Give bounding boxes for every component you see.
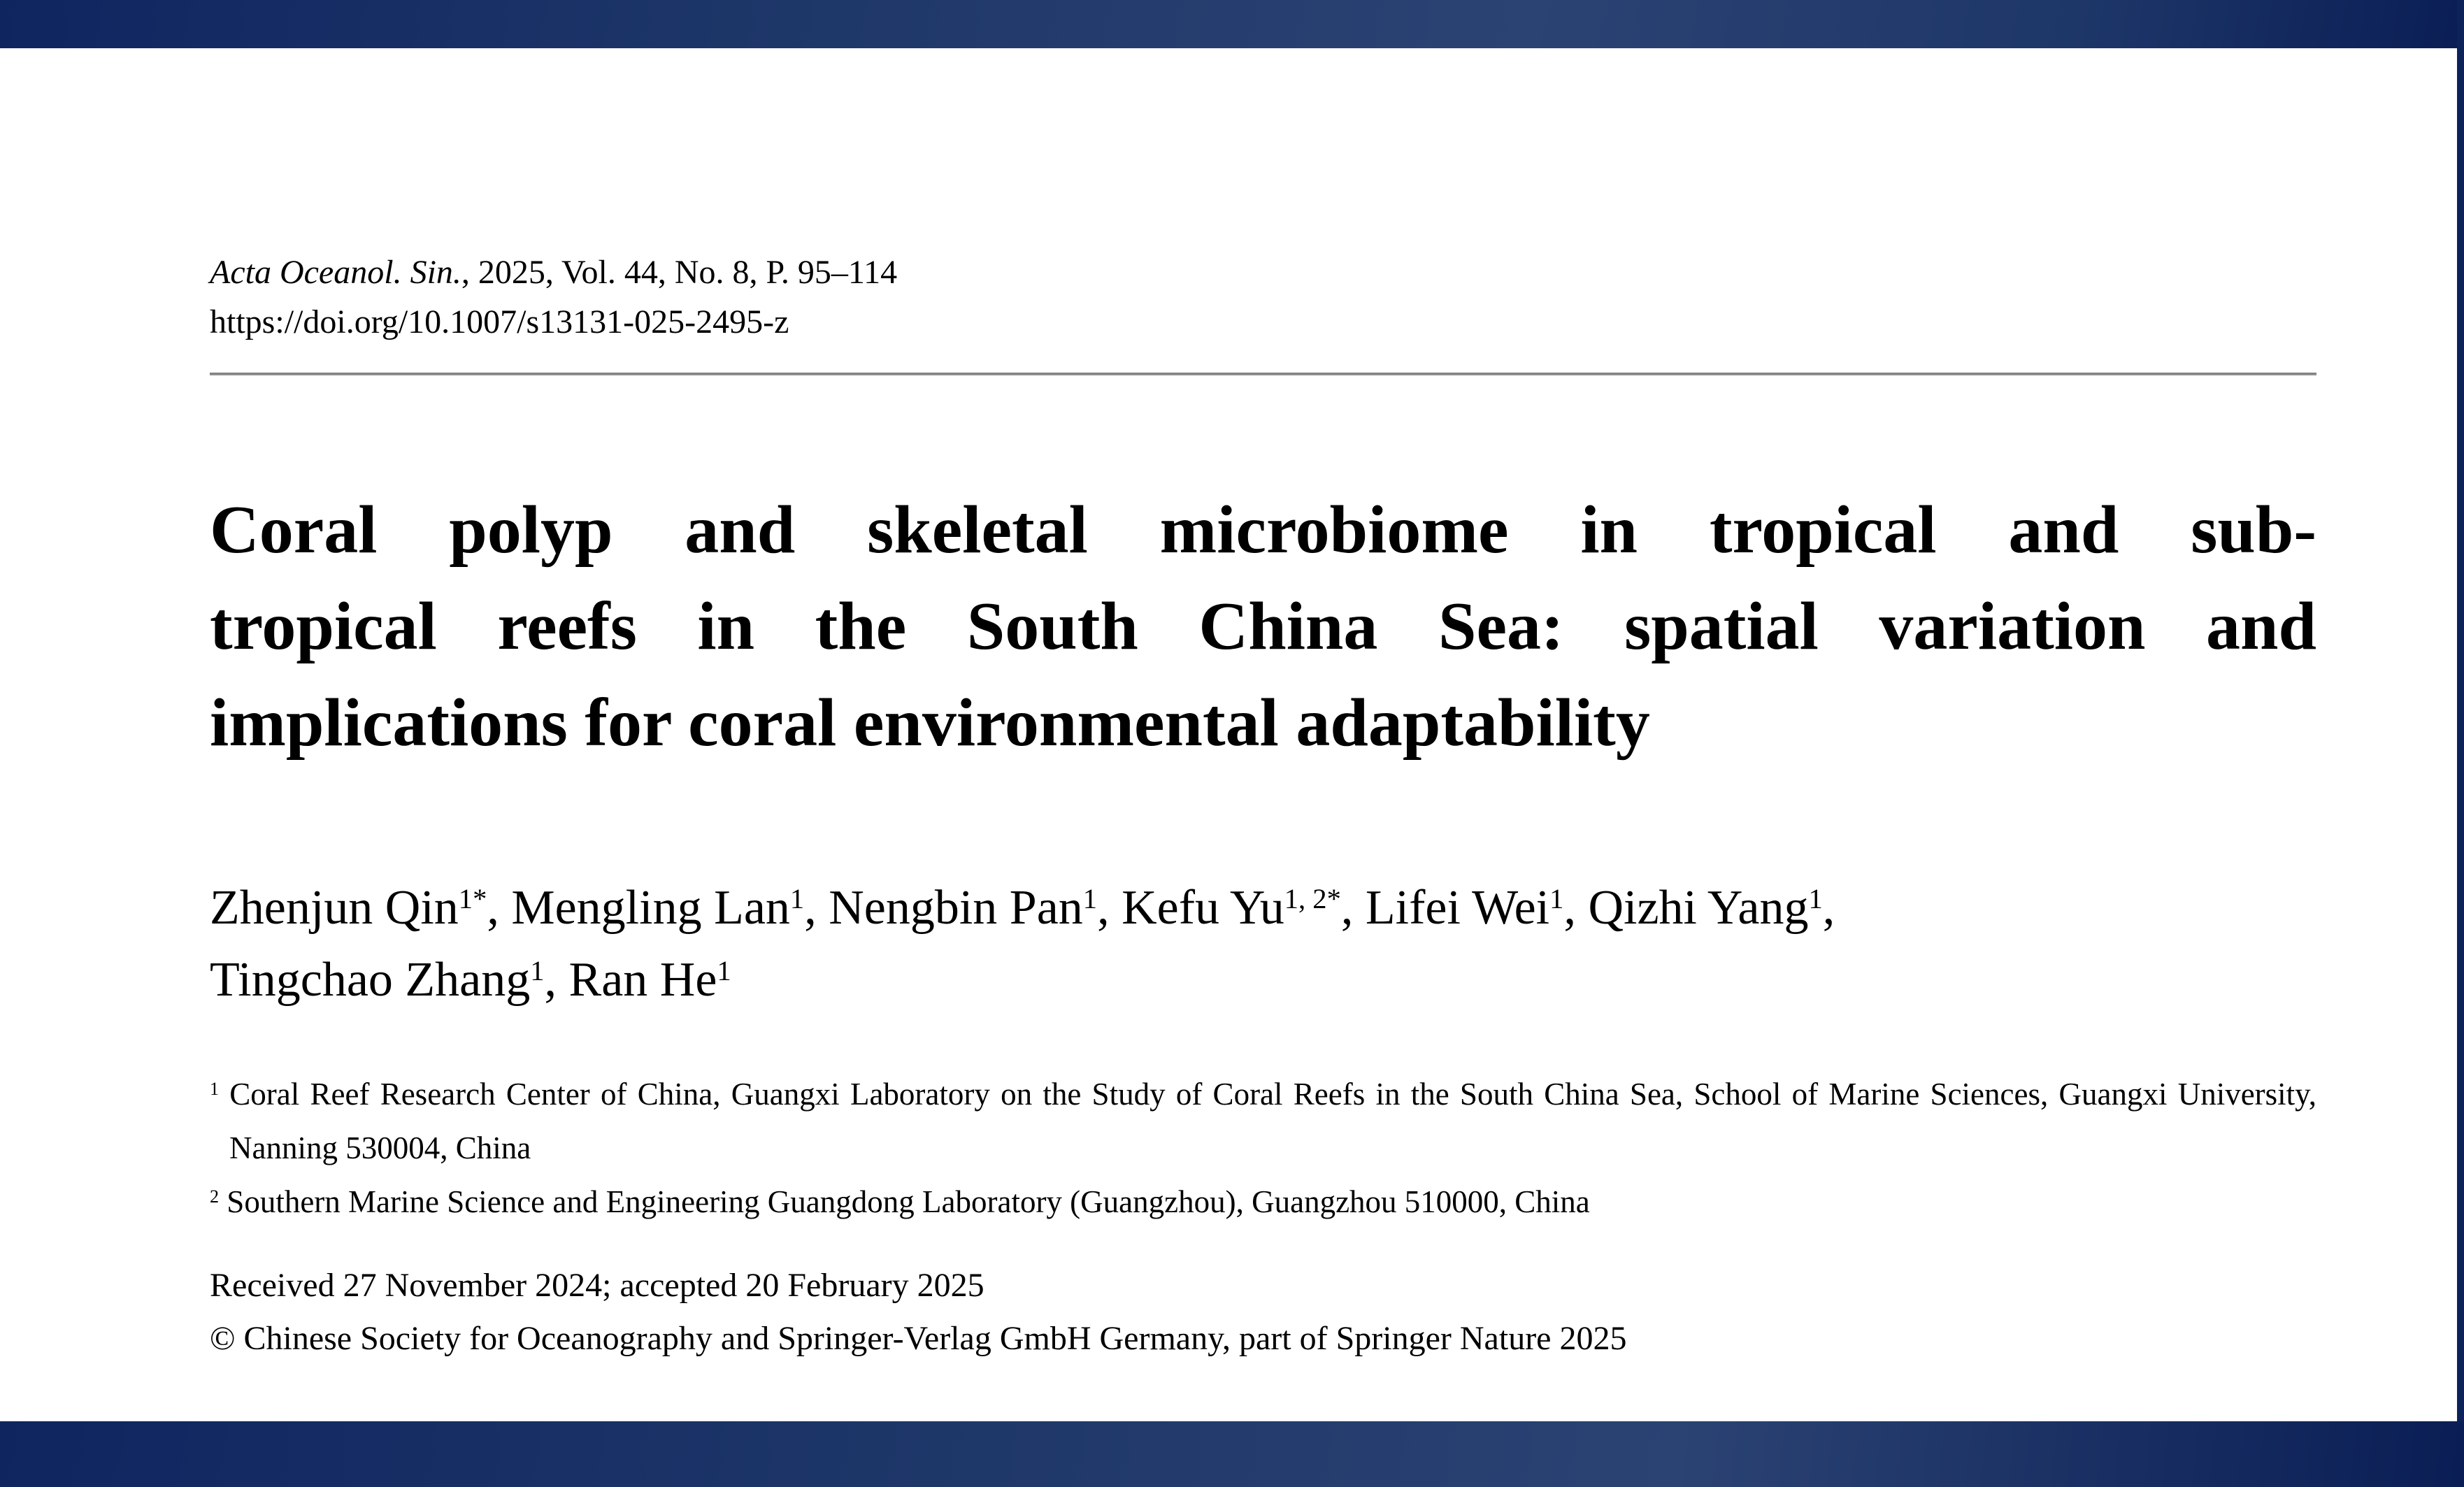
top-banner-bar [0,0,2464,48]
author-superscript: 1, 2* [1284,882,1341,914]
author-name: Ran He1 [568,953,731,1007]
paper-title-line: tropical reefs in the South China Sea: s… [210,589,2316,664]
author-name: Zhenjun Qin1* [210,881,487,935]
paper-dates-copyright: Received 27 November 2024; accepted 20 F… [210,1259,2316,1365]
affiliation-superscript: 2 [210,1186,220,1207]
copyright-notice: © Chinese Society for Oceanography and S… [210,1320,1627,1357]
author-list: Zhenjun Qin1*, Mengling Lan1, Nengbin Pa… [210,881,1835,1007]
author-name: Lifei Wei1 [1365,881,1564,935]
author-superscript: 1 [1082,882,1098,914]
right-edge-bar [2457,0,2464,1487]
affiliation-list: 1 Coral Reef Research Center of China, G… [210,1068,2316,1229]
author-superscript: 1 [789,882,805,914]
journal-citation-details: , 2025, Vol. 44, No. 8, P. 95–114 [461,254,898,291]
author-superscript: 1 [530,954,545,986]
author-superscript: 1* [458,882,487,914]
doi-link: https://doi.org/10.1007/s13131-025-2495-… [210,303,789,340]
bottom-banner-bar [0,1421,2464,1487]
journal-citation-block: Acta Oceanol. Sin., 2025, Vol. 44, No. 8… [210,247,2316,347]
affiliation-item: 1 Coral Reef Research Center of China, G… [210,1077,2316,1165]
author-superscript: 1 [717,954,731,986]
header-divider-rule [210,373,2316,375]
journal-name: Acta Oceanol. Sin. [210,254,461,291]
affiliation-superscript: 1 [210,1078,220,1099]
author-name: Tingchao Zhang1 [210,953,545,1007]
affiliation-item: 2 Southern Marine Science and Engineerin… [210,1184,1590,1219]
author-name: Nengbin Pan1 [829,881,1098,935]
received-accepted-dates: Received 27 November 2024; accepted 20 F… [210,1267,984,1304]
paper-title-line: Coral polyp and skeletal microbiome in t… [210,492,2316,568]
author-superscript: 1 [1549,882,1564,914]
paper-title-line: implications for coral environmental ada… [210,685,1650,761]
author-name: Mengling Lan1 [511,881,805,935]
author-name: Kefu Yu1, 2* [1122,881,1341,935]
journal-citation-line: Acta Oceanol. Sin., 2025, Vol. 44, No. 8… [210,247,2316,297]
author-name: Qizhi Yang1 [1588,881,1823,935]
paper-title: Coral polyp and skeletal microbiome in t… [210,482,2316,771]
author-superscript: 1 [1808,882,1823,914]
